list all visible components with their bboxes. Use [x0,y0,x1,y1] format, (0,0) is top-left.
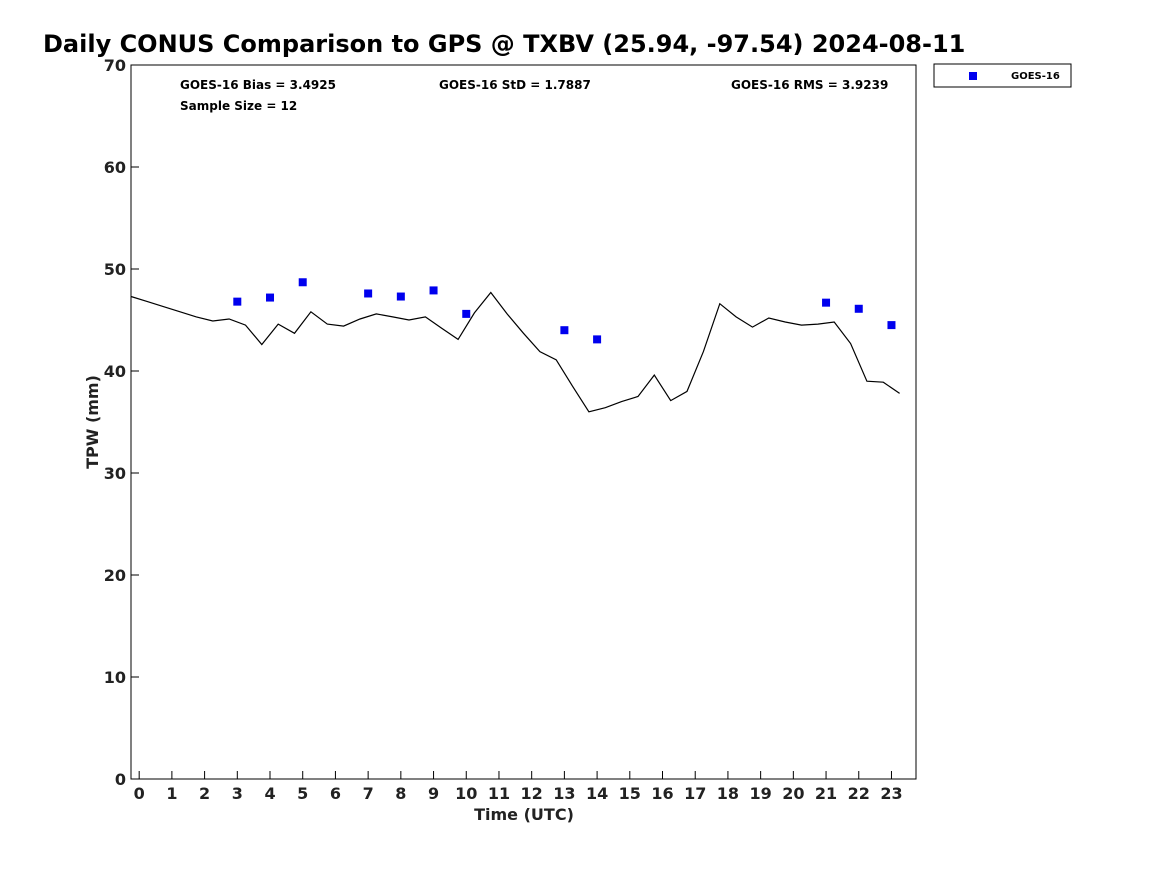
series-point-1-5 [429,286,438,295]
y-tick-label-5: 50 [104,260,126,279]
x-tick-label-1: 1 [166,784,177,803]
series-point-1-0 [233,297,242,306]
x-tick-label-3: 3 [232,784,243,803]
y-tick-label-3: 30 [104,464,126,483]
x-tick-label-9: 9 [428,784,439,803]
series-point-1-2 [298,278,307,287]
y-tick-label-4: 40 [104,362,126,381]
y-tick-label-1: 10 [104,668,126,687]
x-tick-label-20: 20 [782,784,804,803]
x-tick-label-21: 21 [815,784,837,803]
x-tick-label-11: 11 [488,784,510,803]
bias-stat: GOES-16 Bias = 3.4925 [180,78,336,92]
series-line-0 [130,291,900,413]
x-tick-label-16: 16 [651,784,673,803]
x-tick-label-13: 13 [553,784,575,803]
series-point-1-9 [822,298,831,307]
x-tick-label-7: 7 [363,784,374,803]
y-tick-label-2: 20 [104,566,126,585]
y-tick-label-6: 60 [104,158,126,177]
y-axis: 0 10 20 30 40 50 60 70 [104,56,139,789]
x-tick-label-10: 10 [455,784,477,803]
series-point-1-3 [364,289,373,298]
legend-marker-goes16 [969,72,977,80]
x-tick-label-22: 22 [848,784,870,803]
x-tick-label-2: 2 [199,784,210,803]
series-point-1-10 [854,304,863,313]
x-tick-label-18: 18 [717,784,739,803]
x-tick-label-12: 12 [521,784,543,803]
sample-size-stat: Sample Size = 12 [180,99,297,113]
y-tick-label-0: 0 [115,770,126,789]
series-point-1-4 [396,292,405,301]
x-tick-label-17: 17 [684,784,706,803]
y-tick-label-7: 70 [104,56,126,75]
series-point-1-11 [887,321,896,330]
x-tick-label-5: 5 [297,784,308,803]
legend-label-goes16: GOES-16 [1011,71,1060,82]
legend: GOES-16 [933,63,1072,88]
chart-title: Daily CONUS Comparison to GPS @ TXBV (25… [43,30,965,58]
series-point-1-1 [266,293,275,302]
x-tick-label-14: 14 [586,784,608,803]
x-tick-label-15: 15 [619,784,641,803]
x-tick-label-8: 8 [395,784,406,803]
rms-stat: GOES-16 RMS = 3.9239 [731,78,888,92]
x-tick-label-23: 23 [880,784,902,803]
series-point-1-6 [462,309,471,318]
x-axis: 0 1 2 3 4 5 6 7 8 9 10 11 12 13 14 15 16 17 18 19 20 21 22 23 [134,771,903,803]
series-point-1-8 [593,335,602,344]
x-tick-label-6: 6 [330,784,341,803]
series-point-1-7 [560,326,569,335]
plot-frame [130,64,917,780]
legend-box [933,63,1072,88]
y-axis-label: TPW (mm) [83,375,102,469]
std-stat: GOES-16 StD = 1.7887 [439,78,591,92]
x-tick-label-4: 4 [264,784,275,803]
x-tick-label-0: 0 [134,784,145,803]
x-tick-label-19: 19 [750,784,772,803]
series-layer [130,278,900,413]
x-axis-label: Time (UTC) [474,805,574,824]
